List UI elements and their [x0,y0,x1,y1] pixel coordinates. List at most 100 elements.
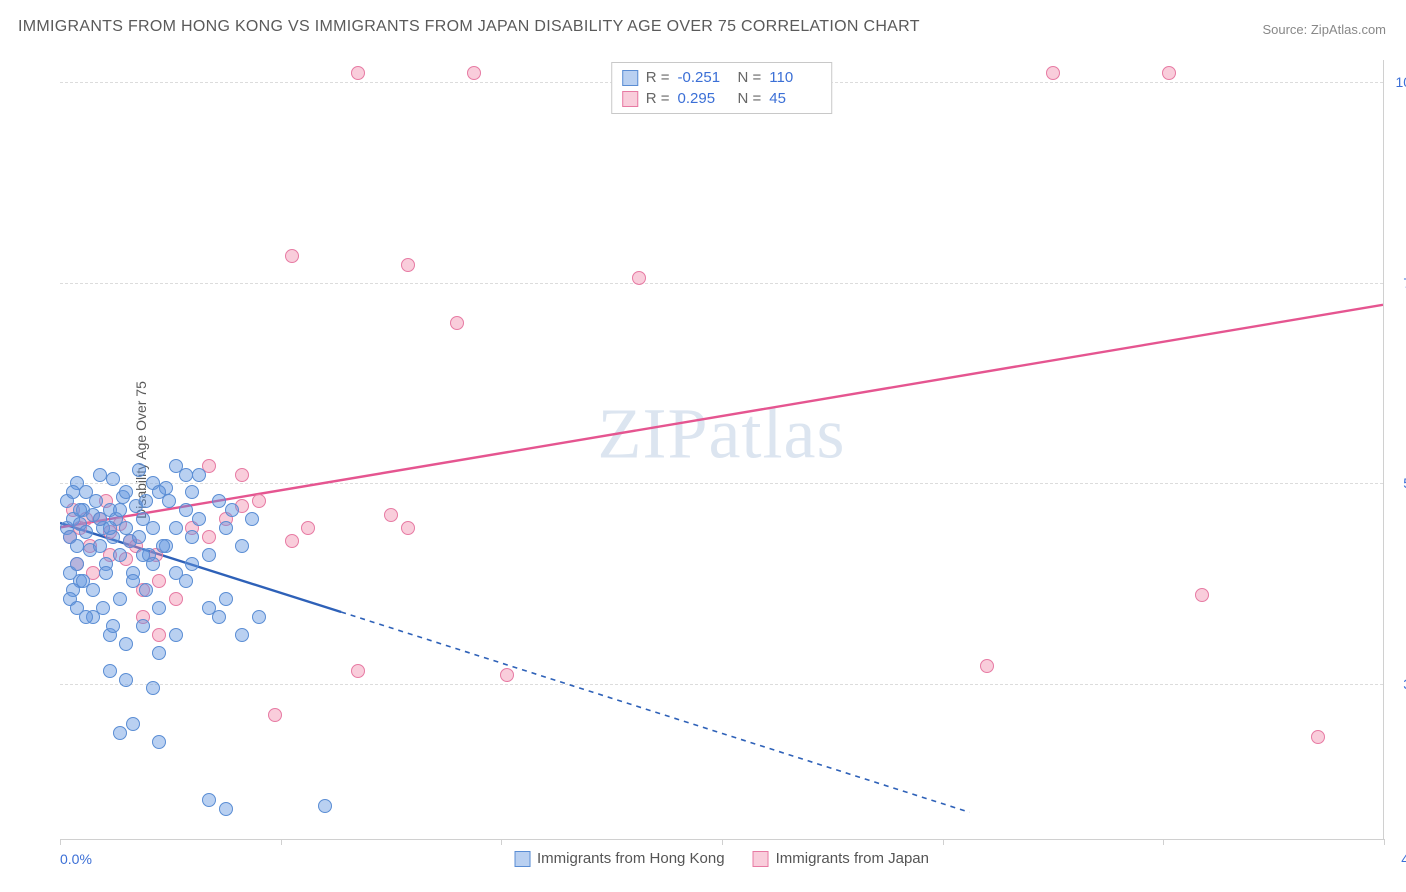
data-point [1311,730,1325,744]
data-point [79,525,93,539]
bottom-legend: Immigrants from Hong Kong Immigrants fro… [514,850,929,867]
data-point [202,548,216,562]
data-point [152,735,166,749]
swatch-jp [622,91,638,107]
swatch-jp-icon [753,851,769,867]
data-point [235,628,249,642]
data-point [192,468,206,482]
data-point [119,521,133,535]
data-point [301,521,315,535]
y-tick-label: 77.5% [1388,275,1406,291]
swatch-hk [622,70,638,86]
data-point [202,530,216,544]
data-point [450,316,464,330]
data-point [185,557,199,571]
data-point [179,503,193,517]
data-point [351,664,365,678]
data-point [252,494,266,508]
data-point [235,539,249,553]
data-point [351,66,365,80]
data-point [96,601,110,615]
data-point [113,726,127,740]
data-point [179,574,193,588]
data-point [401,258,415,272]
data-point [113,592,127,606]
data-point [185,485,199,499]
stats-n-label: N = [738,90,762,107]
data-point [113,503,127,517]
data-point [119,673,133,687]
data-point [1162,66,1176,80]
data-point [285,534,299,548]
data-point [152,646,166,660]
stats-hk-r: -0.251 [678,69,730,86]
data-point [245,512,259,526]
legend-item-jp: Immigrants from Japan [753,850,929,867]
data-point [632,271,646,285]
data-point [1046,66,1060,80]
legend-item-hk: Immigrants from Hong Kong [514,850,725,867]
data-point [152,574,166,588]
y-tick-label: 32.5% [1388,676,1406,692]
data-point [318,799,332,813]
trend-lines [60,60,1383,839]
data-point [467,66,481,80]
data-point [268,708,282,722]
data-point [162,494,176,508]
legend-jp-label: Immigrants from Japan [776,850,929,867]
stats-hk-n: 110 [769,69,821,86]
stats-r-label: R = [646,90,670,107]
stats-box: R = -0.251 N = 110 R = 0.295 N = 45 [611,62,833,114]
data-point [136,619,150,633]
data-point [119,485,133,499]
data-point [225,503,239,517]
data-point [384,508,398,522]
y-tick-label: 55.0% [1388,475,1406,491]
data-point [285,249,299,263]
data-point [126,574,140,588]
data-point [169,521,183,535]
y-tick-label: 100.0% [1388,74,1406,90]
data-point [185,530,199,544]
data-point [219,802,233,816]
data-point [179,468,193,482]
stats-r-label: R = [646,69,670,86]
data-point [152,601,166,615]
data-point [113,548,127,562]
stats-n-label: N = [738,69,762,86]
data-point [132,530,146,544]
x-start-label: 0.0% [60,851,92,867]
data-point [212,610,226,624]
data-point [219,592,233,606]
data-point [99,566,113,580]
data-point [93,468,107,482]
data-point [146,521,160,535]
data-point [169,628,183,642]
data-point [106,619,120,633]
data-point [103,664,117,678]
data-point [103,521,117,535]
data-point [139,494,153,508]
data-point [1195,588,1209,602]
data-point [401,521,415,535]
data-point [169,592,183,606]
data-point [70,557,84,571]
data-point [146,681,160,695]
data-point [219,521,233,535]
data-point [500,668,514,682]
stats-row-jp: R = 0.295 N = 45 [622,88,822,109]
data-point [139,583,153,597]
x-end-label: 40.0% [1401,851,1406,867]
plot-area: Disability Age Over 75 ZIPatlas 32.5%55.… [60,60,1384,840]
data-point [93,539,107,553]
data-point [79,610,93,624]
stats-row-hk: R = -0.251 N = 110 [622,67,822,88]
data-point [252,610,266,624]
watermark: ZIPatlas [598,392,846,475]
data-point [192,512,206,526]
data-point [73,503,87,517]
data-point [146,557,160,571]
legend-hk-label: Immigrants from Hong Kong [537,850,725,867]
swatch-hk-icon [514,851,530,867]
data-point [980,659,994,673]
